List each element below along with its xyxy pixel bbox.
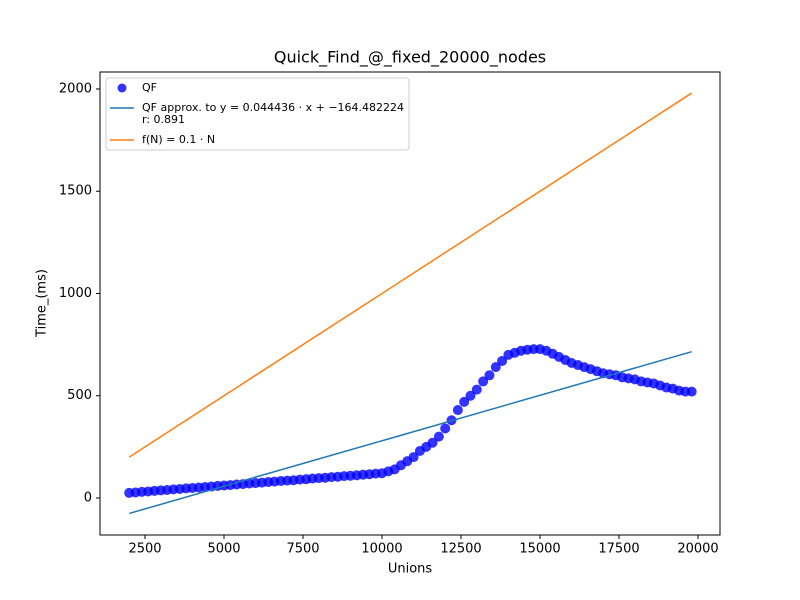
y-tick-label: 0 [84, 490, 92, 505]
x-tick-label: 10000 [361, 542, 402, 557]
x-tick-label: 20000 [677, 542, 718, 557]
y-tick-label: 1000 [59, 286, 92, 301]
scatter-point [484, 370, 495, 381]
scatter-point [465, 390, 476, 401]
y-axis-label: Time_(ms) [35, 269, 50, 338]
scatter-point [497, 355, 508, 366]
x-tick-label: 12500 [440, 542, 481, 557]
chart-title: Quick_Find_@_fixed_20000_nodes [274, 48, 546, 68]
plot-frame [99, 71, 721, 536]
scatter-point [478, 376, 489, 387]
legend-marker [117, 83, 127, 93]
legend-box [105, 77, 410, 151]
scatter-point [686, 386, 697, 397]
y-tick-label: 500 [67, 388, 92, 403]
scatter-point [433, 431, 444, 442]
line-series [128, 350, 692, 515]
scatter-point [452, 405, 463, 416]
scatter-point [490, 362, 501, 373]
scatter-point [471, 384, 482, 395]
scatter-point [427, 437, 438, 448]
line-series [128, 92, 693, 458]
x-tick-label: 17500 [598, 542, 639, 557]
y-tick-label: 1500 [59, 184, 92, 199]
y-tick-label: 2000 [59, 81, 92, 96]
legend: QF QF approx. to y = 0.044436 · x + −164.… [105, 77, 410, 151]
x-axis-label: Unions [388, 562, 433, 577]
legend-label: QF approx. to y = 0.044436 · x + −164.48… [142, 101, 404, 126]
legend-label: QF [142, 81, 157, 94]
legend-label: f(N) = 0.1 · N [142, 133, 215, 146]
scatter-point [459, 396, 470, 407]
x-tick-label: 15000 [519, 542, 560, 557]
x-tick-label: 2500 [128, 542, 161, 557]
scatter-point [408, 452, 419, 463]
x-tick-label: 7500 [286, 542, 319, 557]
scatter-point [440, 423, 451, 434]
x-tick-label: 5000 [207, 542, 240, 557]
